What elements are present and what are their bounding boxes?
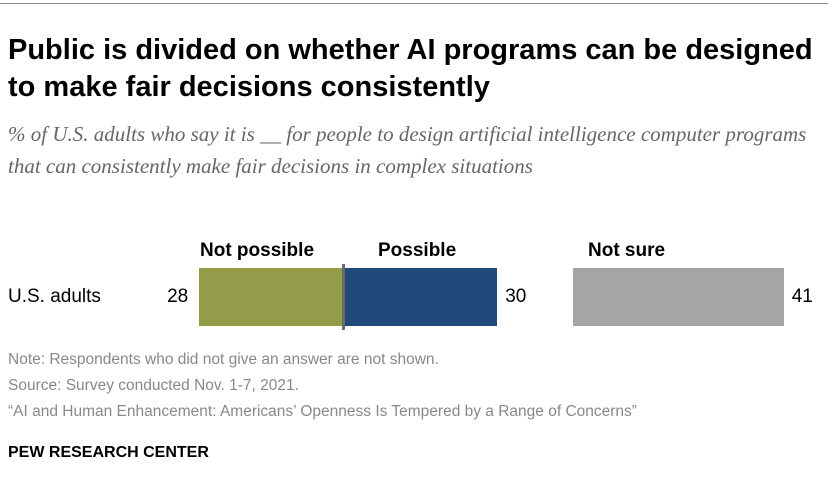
value-not-possible: 28 bbox=[167, 286, 189, 307]
chart-subtitle: % of U.S. adults who say it is __ for pe… bbox=[8, 122, 807, 178]
pew-logo: PEW RESEARCH CENTER bbox=[8, 444, 209, 461]
report-title: “AI and Human Enhancement: Americans’ Op… bbox=[8, 403, 637, 420]
zero-axis-line bbox=[342, 264, 345, 330]
bar-possible bbox=[343, 268, 498, 326]
category-label: U.S. adults bbox=[8, 286, 101, 307]
legend-not-possible: Not possible bbox=[200, 240, 315, 261]
value-not-sure: 41 bbox=[791, 286, 813, 307]
top-rule bbox=[0, 3, 828, 4]
note: Note: Respondents who did not give an an… bbox=[8, 351, 439, 368]
legend-not-sure: Not sure bbox=[588, 240, 666, 261]
bar-not-sure bbox=[573, 268, 784, 326]
value-possible: 30 bbox=[505, 286, 527, 307]
legend-possible: Possible bbox=[378, 240, 457, 261]
bar-not-possible bbox=[199, 268, 343, 326]
chart-title: Public is divided on whether AI programs… bbox=[8, 34, 813, 103]
source: Source: Survey conducted Nov. 1-7, 2021. bbox=[8, 377, 299, 394]
